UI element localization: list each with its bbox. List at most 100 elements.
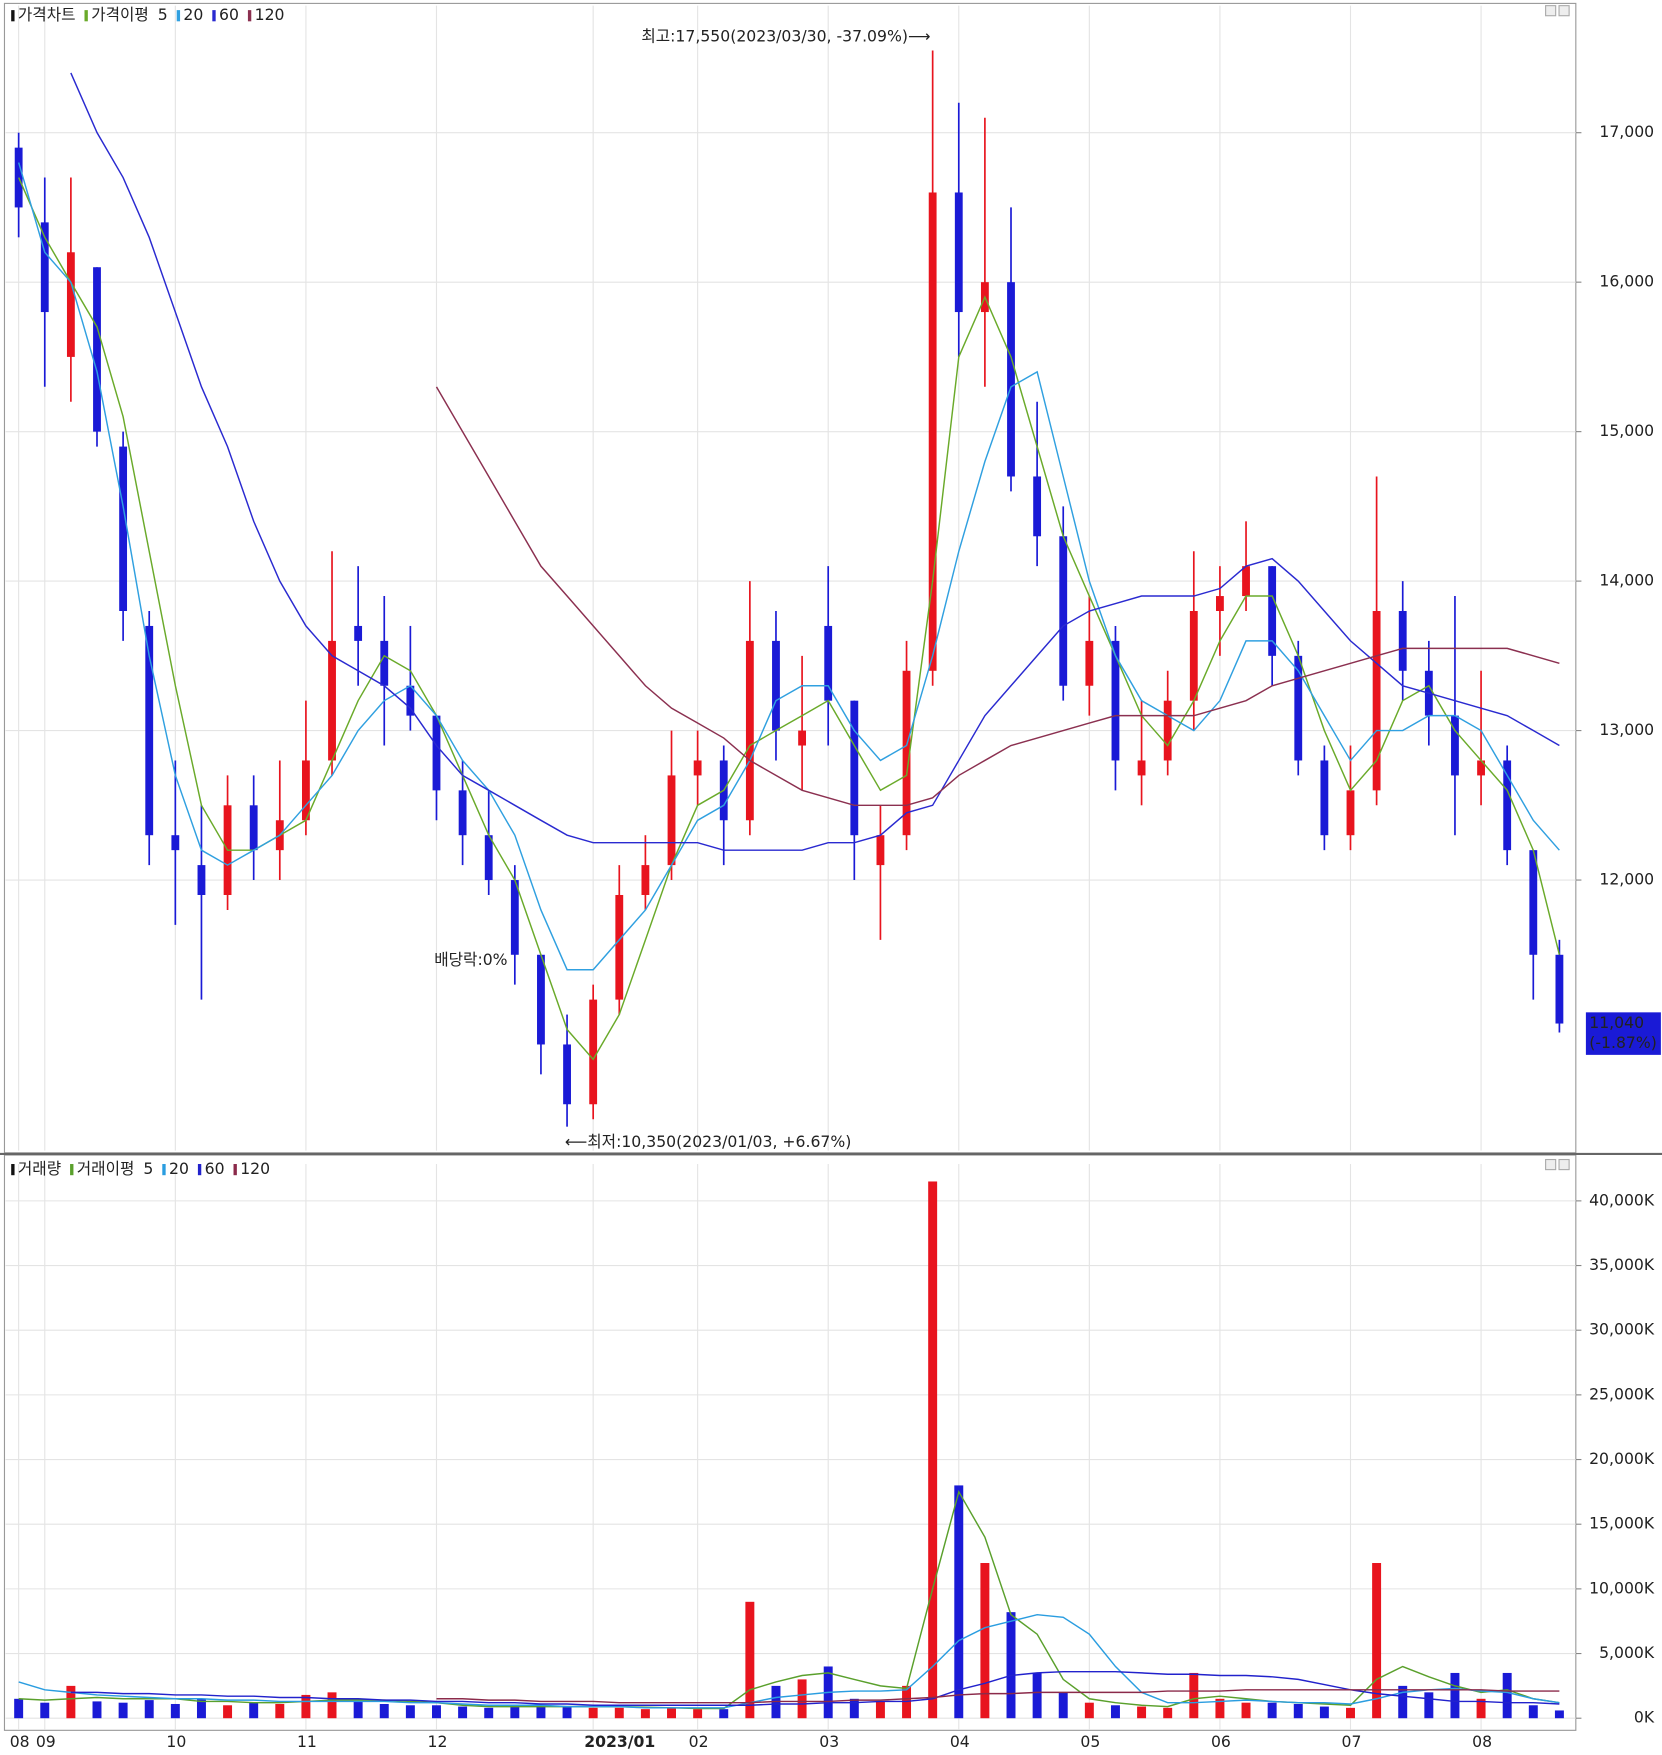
volume-bar bbox=[1476, 1698, 1486, 1719]
y-tick-label: 30,000K bbox=[1589, 1320, 1655, 1339]
y-tick-label: 14,000 bbox=[1599, 571, 1654, 590]
panel-button[interactable] bbox=[1558, 1158, 1570, 1171]
volume-bar bbox=[536, 1705, 546, 1719]
volume-bar bbox=[1554, 1710, 1564, 1719]
candle-body bbox=[1451, 715, 1459, 776]
volume-bar bbox=[1502, 1672, 1512, 1719]
x-tick-label: 06 bbox=[1211, 1732, 1231, 1751]
volume-bar bbox=[1110, 1705, 1120, 1719]
volume-bar bbox=[562, 1706, 572, 1719]
candle-body bbox=[510, 880, 519, 955]
dividend-annotation: 배당락:0% bbox=[434, 950, 507, 969]
candle-body bbox=[14, 147, 23, 208]
volume-bar bbox=[66, 1685, 76, 1719]
volume-bar bbox=[458, 1706, 468, 1719]
y-tick-label: 12,000 bbox=[1599, 870, 1654, 889]
volume-bar bbox=[1032, 1672, 1042, 1719]
candle-body bbox=[798, 730, 807, 746]
last-price-box bbox=[1585, 1012, 1661, 1055]
x-tick-label: 11 bbox=[297, 1732, 317, 1751]
volume-bar bbox=[1528, 1705, 1538, 1719]
candle-body bbox=[1529, 850, 1538, 955]
candle-body bbox=[301, 760, 310, 821]
x-tick-label: 12 bbox=[428, 1732, 448, 1751]
candle-body bbox=[145, 625, 154, 836]
candle-body bbox=[667, 775, 676, 866]
volume-bar bbox=[928, 1181, 938, 1719]
candle-body bbox=[1555, 954, 1564, 1024]
x-tick-label: 08 bbox=[1472, 1732, 1492, 1751]
legend-swatch bbox=[162, 1164, 166, 1176]
candle-body bbox=[1216, 596, 1224, 611]
legend-label: 가격이평 bbox=[91, 5, 149, 24]
volume-bar bbox=[1189, 1672, 1199, 1719]
volume-bar bbox=[875, 1701, 885, 1719]
legend-swatch bbox=[70, 1164, 74, 1176]
y-tick-label: 35,000K bbox=[1589, 1255, 1655, 1274]
y-tick-label: 10,000K bbox=[1589, 1578, 1655, 1597]
volume-bar bbox=[301, 1694, 311, 1719]
panel-button[interactable] bbox=[1558, 5, 1570, 17]
x-tick-label: 07 bbox=[1342, 1732, 1362, 1751]
panel-button[interactable] bbox=[1545, 1158, 1557, 1171]
volume-bar bbox=[144, 1700, 154, 1719]
y-tick-label: 40,000K bbox=[1589, 1190, 1655, 1209]
volume-bar bbox=[1137, 1706, 1147, 1719]
panel-button[interactable] bbox=[1545, 5, 1557, 17]
candle-body bbox=[1085, 640, 1094, 686]
low-annotation: ⟵최저:10,350(2023/01/03, +6.67%) bbox=[565, 1132, 852, 1151]
candle-body bbox=[1059, 536, 1068, 686]
volume-bar bbox=[196, 1698, 206, 1719]
volume-bar bbox=[797, 1679, 807, 1719]
candle-body bbox=[40, 222, 49, 313]
volume-bar bbox=[1058, 1692, 1068, 1719]
candle-body bbox=[824, 625, 833, 701]
ma-line bbox=[435, 386, 1560, 807]
volume-bar bbox=[379, 1703, 389, 1719]
x-tick-label: 10 bbox=[166, 1732, 186, 1751]
candle-body bbox=[693, 760, 702, 776]
legend-label: 5 bbox=[143, 1159, 153, 1178]
grid bbox=[5, 5, 1576, 1730]
volume-bar bbox=[1398, 1685, 1408, 1719]
volume-bar bbox=[1372, 1563, 1382, 1719]
x-tick-label: 02 bbox=[689, 1732, 709, 1751]
volume-bar bbox=[118, 1702, 128, 1719]
volume-bar bbox=[693, 1709, 703, 1719]
legend-label: 거래량 bbox=[18, 1159, 61, 1178]
volume-bar bbox=[432, 1705, 441, 1719]
volume-bar bbox=[719, 1709, 729, 1719]
candle-body bbox=[66, 252, 75, 357]
volume-bar bbox=[405, 1705, 415, 1719]
x-tick-label: 03 bbox=[819, 1732, 839, 1751]
candle-body bbox=[954, 192, 963, 313]
volume-bar bbox=[1267, 1702, 1277, 1719]
candle-body bbox=[432, 715, 441, 791]
x-tick-label: 09 bbox=[36, 1732, 56, 1751]
candle-body bbox=[850, 700, 859, 836]
candle-body bbox=[772, 640, 780, 731]
legend-swatch bbox=[247, 10, 252, 22]
y-tick-label: 15,000K bbox=[1589, 1514, 1655, 1533]
y-tick-label: 5,000K bbox=[1599, 1643, 1655, 1662]
y-tick-label: 16,000 bbox=[1599, 272, 1654, 291]
volume-bar bbox=[353, 1701, 363, 1719]
candle-body bbox=[354, 625, 363, 641]
candle-body bbox=[1477, 760, 1485, 776]
legend-swatch bbox=[11, 10, 15, 22]
ma-line bbox=[70, 1670, 1560, 1706]
legend-label: 120 bbox=[255, 5, 285, 24]
legend-label: 거래이평 bbox=[77, 1159, 135, 1178]
candle-body bbox=[928, 192, 937, 671]
legend-swatch bbox=[176, 10, 181, 22]
legend-label: 가격차트 bbox=[18, 5, 76, 24]
legend-swatch bbox=[197, 1164, 202, 1176]
volume-bar bbox=[1346, 1707, 1355, 1719]
volume-bar bbox=[849, 1698, 859, 1719]
volume-bar bbox=[327, 1692, 337, 1719]
x-tick-label: 2023/01 bbox=[584, 1732, 655, 1751]
ma-line bbox=[17, 162, 1560, 971]
volume-bar bbox=[249, 1702, 259, 1719]
